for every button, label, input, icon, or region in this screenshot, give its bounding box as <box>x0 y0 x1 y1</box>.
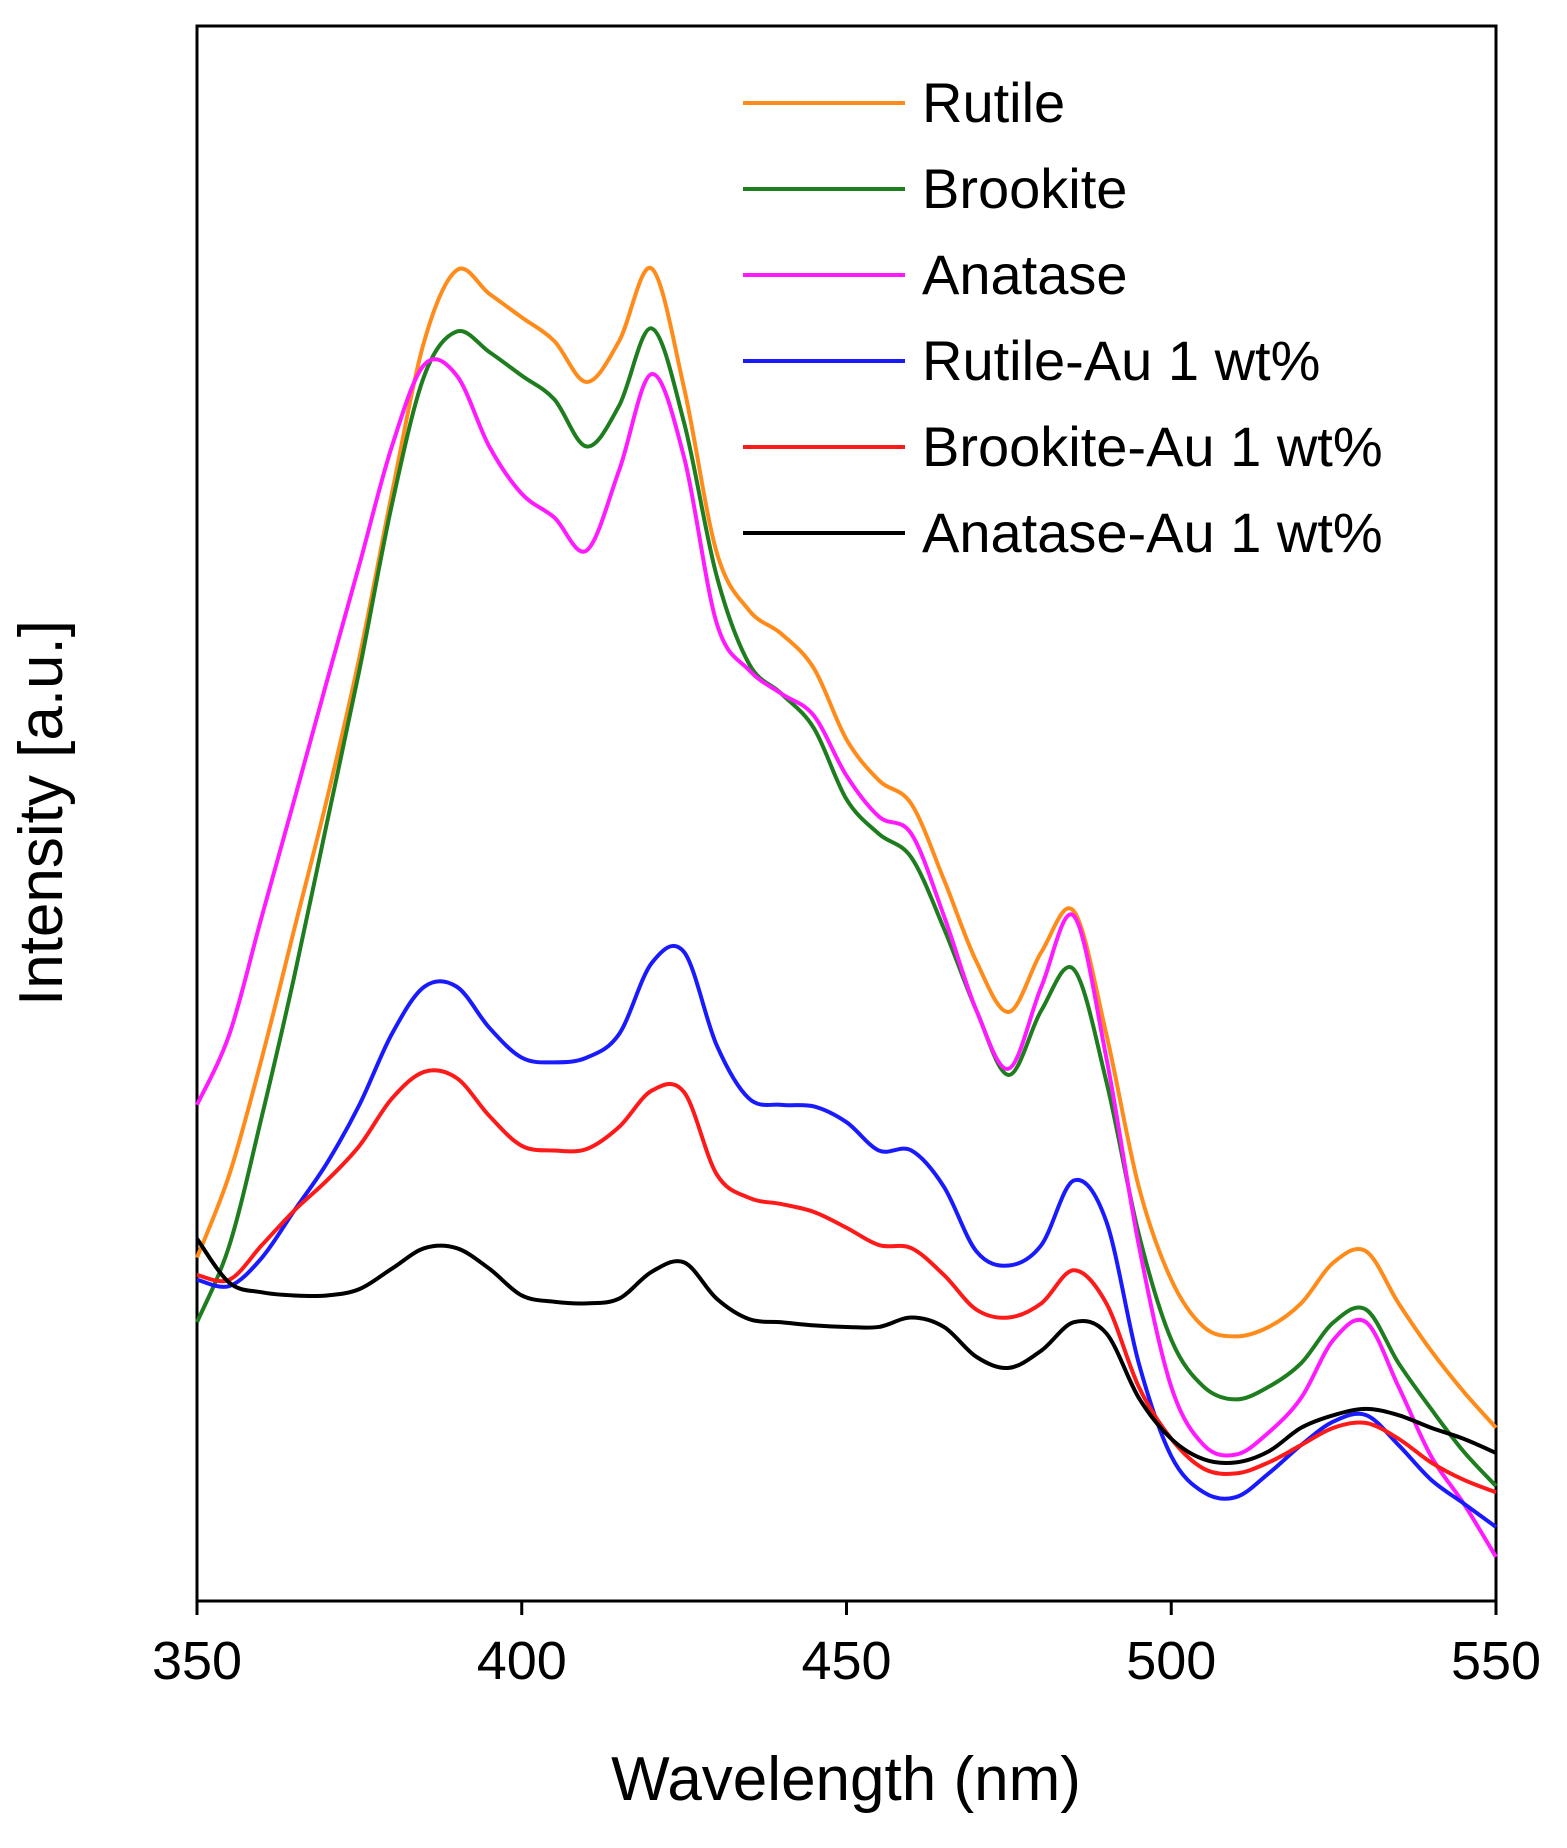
x-axis-label: Wavelength (nm) <box>611 1745 1081 1814</box>
series-line <box>195 357 1498 1558</box>
series-line <box>196 1068 1497 1495</box>
legend-label: Rutile <box>922 71 1065 134</box>
legend-label: Anatase-Au 1 wt% <box>922 501 1383 564</box>
x-tick-label: 550 <box>1451 1631 1541 1691</box>
legend-label: Brookite-Au 1 wt% <box>922 415 1383 478</box>
legend-label: Anatase <box>922 243 1128 306</box>
legend-label: Rutile-Au 1 wt% <box>922 329 1320 392</box>
y-axis-label: Intensity [a.u.] <box>7 620 76 1006</box>
series-line <box>196 943 1498 1529</box>
x-tick-label: 450 <box>801 1631 891 1691</box>
x-tick-label: 500 <box>1126 1631 1216 1691</box>
x-tick-label: 350 <box>152 1631 242 1691</box>
x-tick-label: 400 <box>477 1631 567 1691</box>
series-line <box>195 326 1498 1488</box>
legend-label: Brookite <box>922 157 1127 220</box>
series-line <box>195 1237 1497 1466</box>
